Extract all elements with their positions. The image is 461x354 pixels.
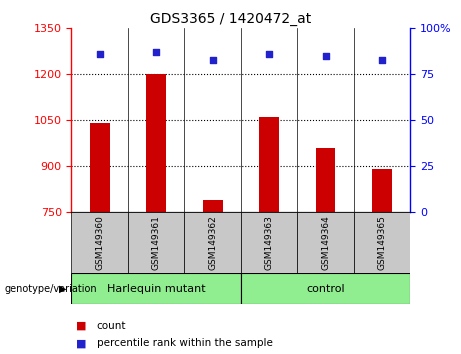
FancyBboxPatch shape (297, 212, 354, 273)
FancyBboxPatch shape (71, 273, 241, 304)
Bar (146, 74, 166, 212)
Text: ■: ■ (76, 321, 87, 331)
FancyBboxPatch shape (241, 212, 297, 273)
Text: percentile rank within the sample: percentile rank within the sample (97, 338, 273, 348)
FancyBboxPatch shape (71, 212, 128, 273)
Point (378, 57, 386, 62)
FancyBboxPatch shape (184, 212, 241, 273)
Text: ■: ■ (76, 338, 87, 348)
Bar (203, 200, 223, 212)
Bar (90, 124, 110, 212)
FancyBboxPatch shape (241, 273, 410, 304)
Text: control: control (306, 284, 345, 293)
Text: GSM149364: GSM149364 (321, 215, 330, 270)
Bar (372, 170, 392, 212)
Text: GSM149363: GSM149363 (265, 215, 274, 270)
Text: GSM149360: GSM149360 (95, 215, 104, 270)
Bar (259, 117, 279, 212)
Text: ▶: ▶ (59, 284, 66, 293)
Text: genotype/variation: genotype/variation (5, 284, 97, 293)
Point (153, 50, 160, 55)
Text: Harlequin mutant: Harlequin mutant (107, 284, 206, 293)
FancyBboxPatch shape (354, 212, 410, 273)
Text: GSM149365: GSM149365 (378, 215, 387, 270)
Point (209, 57, 216, 62)
Point (266, 51, 273, 57)
Point (96, 51, 103, 57)
Bar (316, 148, 336, 212)
Text: count: count (97, 321, 126, 331)
Point (322, 53, 329, 59)
Text: GSM149362: GSM149362 (208, 215, 217, 270)
Text: GSM149361: GSM149361 (152, 215, 161, 270)
FancyBboxPatch shape (128, 212, 184, 273)
Text: GDS3365 / 1420472_at: GDS3365 / 1420472_at (150, 12, 311, 27)
